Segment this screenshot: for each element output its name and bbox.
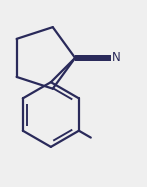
Text: N: N [112,51,121,64]
